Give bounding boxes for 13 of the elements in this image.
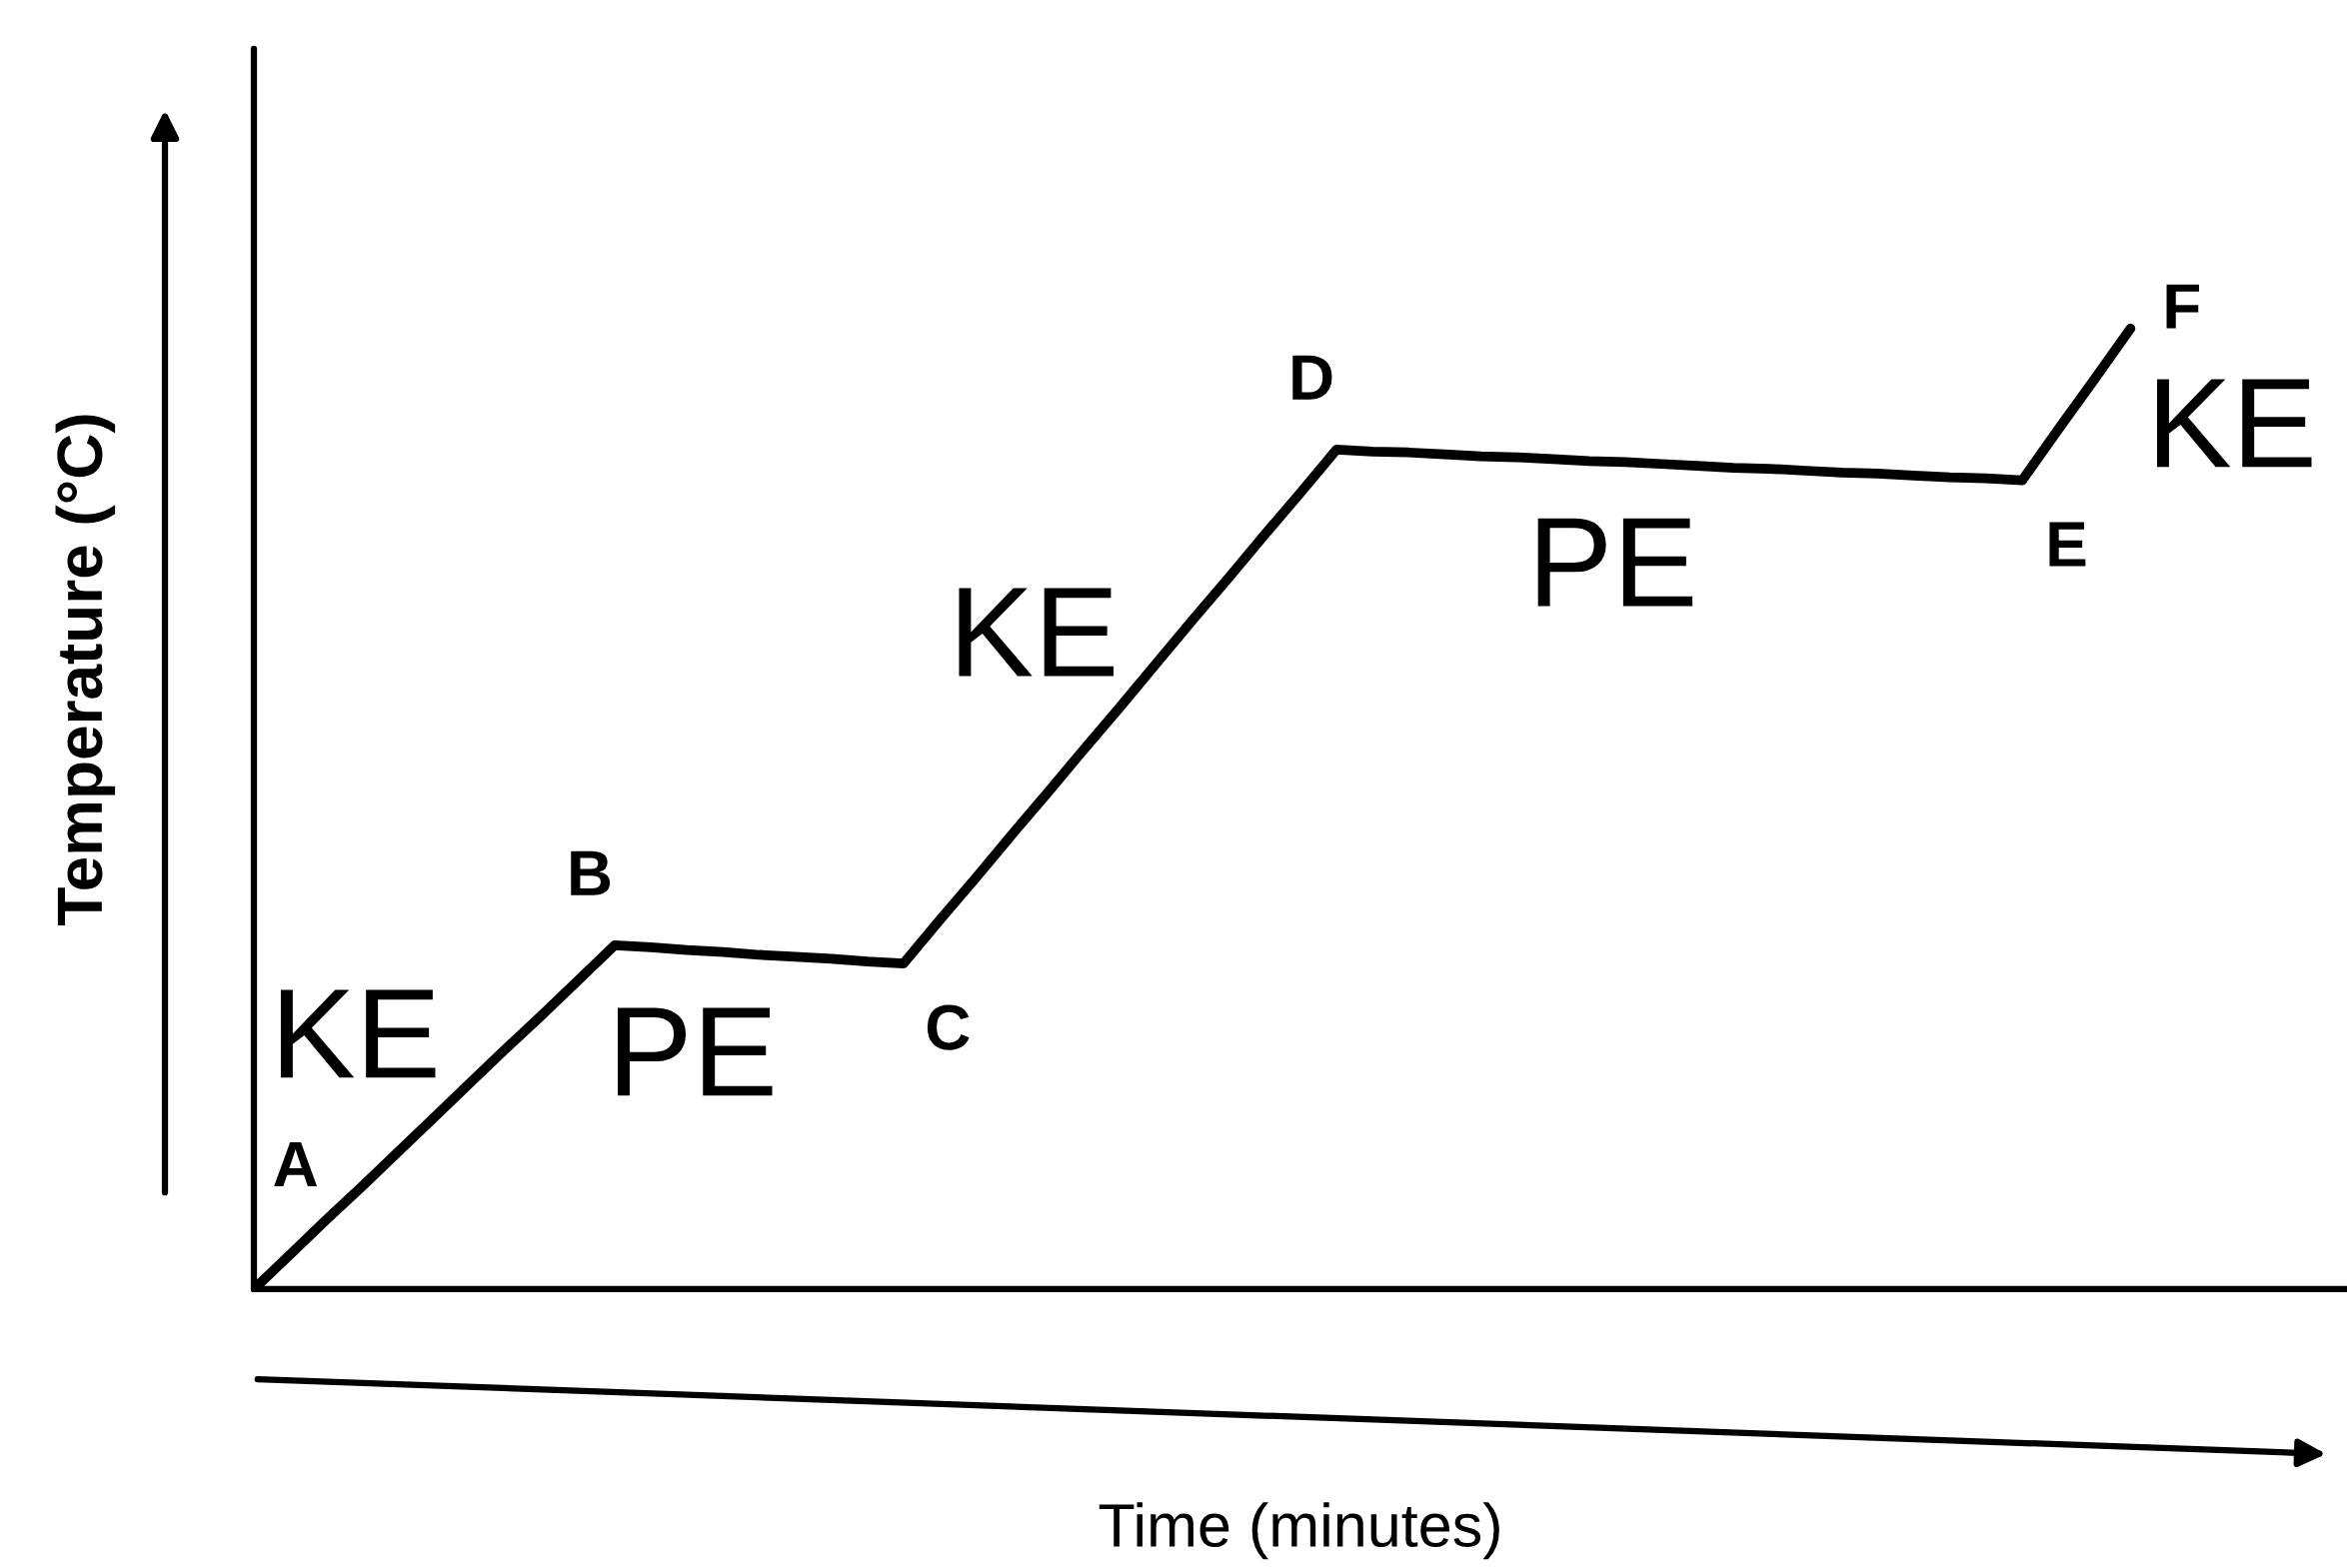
text: F — [2166, 284, 2199, 329]
annotation: KE — [959, 588, 1114, 677]
annotation: KE — [2157, 379, 2312, 468]
annotation: PE — [618, 1007, 773, 1096]
annotation: PE — [1537, 518, 1693, 607]
annotation: B — [571, 850, 611, 895]
annotation: D — [1292, 355, 1332, 400]
x-axis-title: Time (minutes) — [1099, 1502, 1499, 1560]
annotation: C — [927, 1004, 970, 1050]
annotation: A — [274, 1142, 318, 1187]
annotation: KE — [280, 989, 436, 1078]
annotation: E — [2049, 522, 2086, 567]
y-axis-title: Temperature (°C) — [55, 415, 116, 925]
